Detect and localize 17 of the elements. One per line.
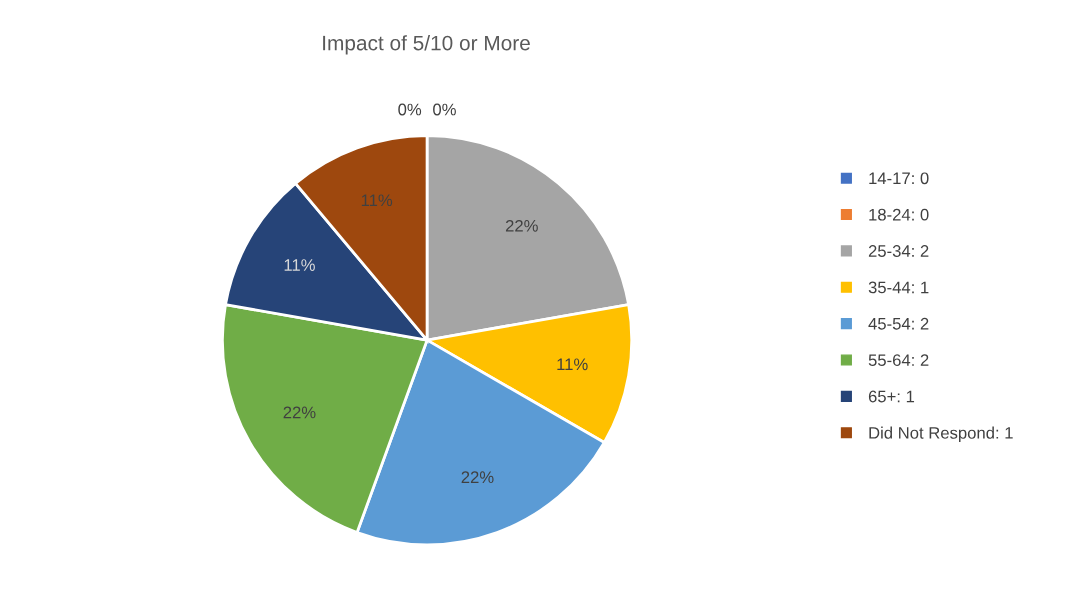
legend-label: 14-17: 0 [869, 172, 929, 185]
text: 0% [433, 103, 456, 116]
legend-label: Did Not Respond: 1 [869, 426, 1013, 443]
data-label: 22% [283, 406, 316, 419]
data-label: 22% [505, 219, 538, 232]
legend-label: 45-54: 2 [868, 317, 929, 330]
data-label: 11% [284, 259, 315, 271]
legend-label: 18-24: 0 [869, 208, 929, 221]
chart-title: Impact of 5/10 or More [323, 35, 530, 55]
legend-label: 55-64: 2 [868, 354, 929, 367]
data-label: 11% [361, 194, 393, 207]
data-label: 11% [557, 358, 588, 371]
legend-label: 35-44: 1 [868, 281, 929, 294]
data-label: 22% [461, 471, 494, 484]
legend-label: 65+: 1 [868, 390, 915, 403]
legend-label: 25-34: 2 [868, 245, 929, 257]
text: 0% [398, 103, 422, 116]
